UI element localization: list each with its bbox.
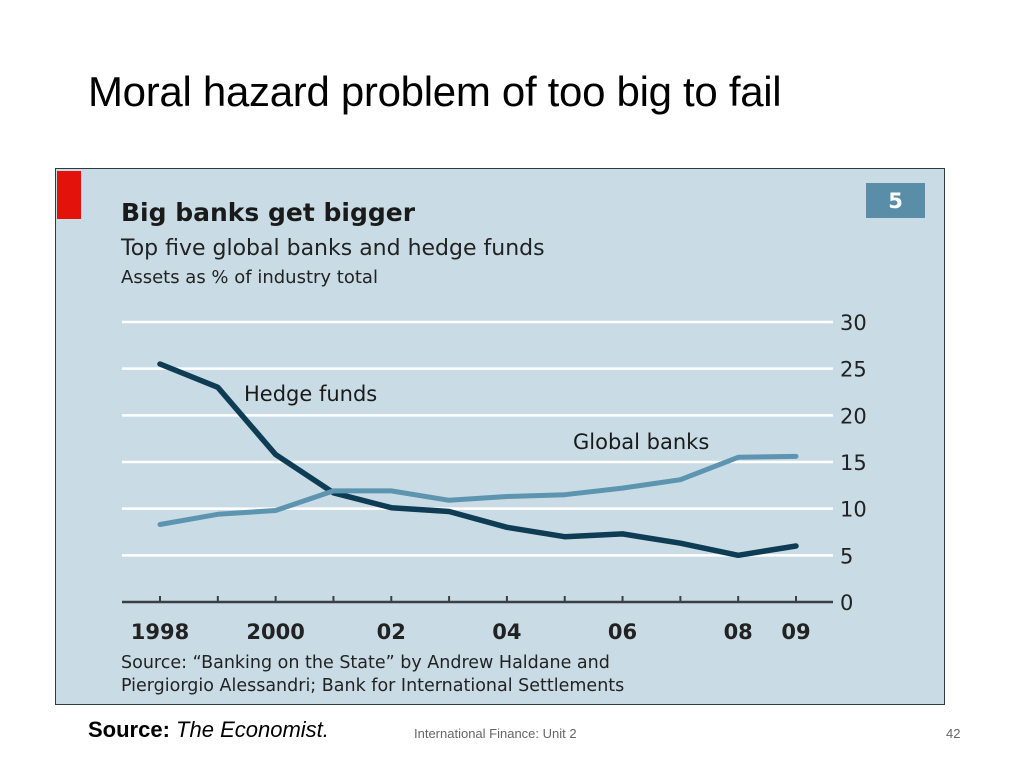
- source-publication: The Economist.: [176, 717, 329, 742]
- chart-source-line-1: Source: “Banking on the State” by Andrew…: [121, 653, 610, 673]
- slide-source-note: Source: The Economist.: [88, 717, 329, 743]
- chart-number-badge: [866, 183, 925, 218]
- x-tick-label: 08: [724, 620, 753, 644]
- y-tick-label: 0: [840, 591, 853, 615]
- x-tick-labels: 1998 2000 02 04 06 08 09: [131, 620, 811, 644]
- chart-source-line-2: Piergiorgio Alessandri; Bank for Interna…: [121, 676, 624, 696]
- slide-title: Moral hazard problem of too big to fail: [88, 68, 782, 115]
- y-axis-label: Assets as % of industry total: [121, 267, 378, 288]
- y-tick-label: 20: [840, 404, 867, 428]
- chart-svg: 5 Big banks get bigger Top five global b…: [56, 169, 944, 704]
- series-lines: [157, 361, 799, 559]
- global-banks-line: [157, 453, 799, 527]
- page-number: 42: [946, 726, 961, 741]
- chart-badge-number: 5: [888, 189, 903, 213]
- slide-footer: International Finance: Unit 2: [414, 726, 577, 741]
- y-tick-label: 25: [840, 358, 867, 382]
- x-axis-ticks: [159, 596, 797, 602]
- x-tick-label: 02: [377, 620, 406, 644]
- y-tick-labels: 0 5 10 15 20 25 30: [840, 311, 867, 615]
- y-tick-label: 15: [840, 451, 867, 475]
- source-label: Source:: [88, 717, 170, 742]
- series-label-global-banks: Global banks: [573, 430, 709, 454]
- series-label-hedge-funds: Hedge funds: [244, 382, 377, 406]
- x-tick-label: 1998: [131, 620, 189, 644]
- x-tick-label: 04: [492, 620, 521, 644]
- chart-subtitle: Top five global banks and hedge funds: [120, 236, 545, 261]
- chart-figure: 5 Big banks get bigger Top five global b…: [55, 168, 945, 705]
- x-tick-label: 2000: [246, 620, 304, 644]
- chart-accent-bar: [57, 171, 81, 219]
- x-tick-label: 06: [608, 620, 637, 644]
- y-tick-label: 30: [840, 311, 867, 335]
- y-tick-label: 10: [840, 498, 867, 522]
- y-tick-label: 5: [840, 544, 853, 568]
- chart-title: Big banks get bigger: [121, 198, 416, 227]
- chart-background: [56, 169, 944, 704]
- hedge-funds-line: [157, 361, 799, 559]
- x-tick-label: 09: [781, 620, 810, 644]
